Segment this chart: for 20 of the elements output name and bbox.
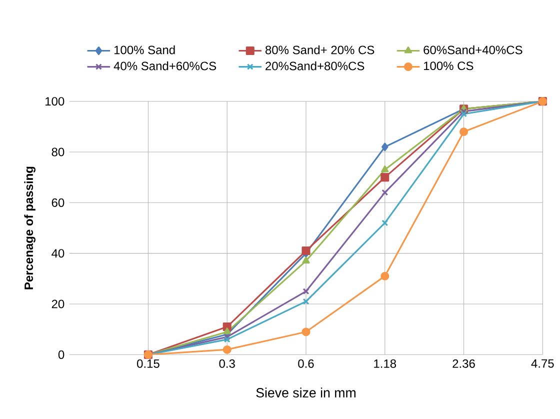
legend-label: 20%Sand+80%CS xyxy=(266,62,364,70)
x-axis-title: Sieve size in mm xyxy=(256,388,356,398)
x-tick-label: 1.18 xyxy=(374,360,396,368)
legend-label: 80% Sand+ 20% CS xyxy=(266,46,374,54)
y-tick-label: 40 xyxy=(52,249,64,258)
y-tick-label: 80 xyxy=(52,148,64,156)
x-tick-label: 4.75 xyxy=(531,360,554,368)
x-tick-label: 0.6 xyxy=(298,360,314,368)
x-tick-label: 2.36 xyxy=(452,360,475,368)
y-tick-label: 0 xyxy=(58,350,64,360)
legend-label: 100% CS xyxy=(424,62,474,70)
x-tick-label: 0.15 xyxy=(137,360,160,368)
y-axis-title: Percenage of passing xyxy=(24,166,36,290)
y-tick-label: 20 xyxy=(52,300,64,308)
y-tick-label: 60 xyxy=(52,198,64,208)
legend-label: 60%Sand+40%CS xyxy=(424,46,522,54)
y-tick-label: 100 xyxy=(46,97,64,106)
legend-label: 100% Sand xyxy=(114,46,175,54)
legend-label: 40% Sand+60%CS xyxy=(114,62,216,70)
x-tick-label: 0.3 xyxy=(219,360,235,368)
